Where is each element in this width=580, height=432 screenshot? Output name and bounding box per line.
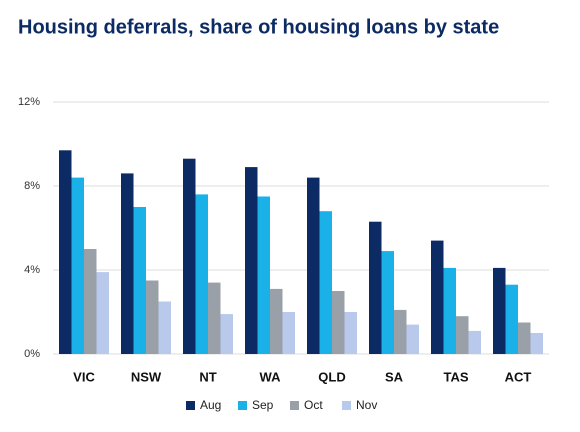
legend-label: Sep [252, 398, 274, 412]
chart-title: Housing deferrals, share of housing loan… [18, 16, 499, 38]
bar [71, 177, 84, 354]
bar [257, 196, 270, 354]
y-tick-label: 12% [18, 96, 40, 108]
bar [183, 158, 196, 354]
bar [394, 309, 407, 354]
x-tick-label: WA [260, 369, 282, 384]
bar [121, 173, 134, 354]
y-tick-label: 0% [24, 348, 40, 360]
bar [493, 267, 506, 354]
bar [332, 291, 345, 354]
x-tick-label: TAS [443, 369, 468, 384]
bar [158, 301, 171, 354]
bar [468, 330, 481, 354]
x-tick-label: NSW [131, 369, 162, 384]
legend-swatch [342, 401, 351, 410]
x-tick-label: QLD [318, 369, 345, 384]
legend-swatch [290, 401, 299, 410]
legend-label: Oct [304, 398, 323, 412]
bar [146, 280, 159, 354]
bar [270, 288, 283, 354]
bar [220, 314, 233, 354]
x-tick-label: NT [199, 369, 216, 384]
bar [319, 211, 332, 354]
bar [133, 207, 146, 354]
bar [456, 316, 469, 354]
x-tick-label: VIC [73, 369, 95, 384]
x-tick-label: SA [385, 369, 404, 384]
bar [208, 282, 221, 354]
bar [530, 333, 543, 354]
legend-label: Nov [356, 398, 377, 412]
legend-swatch [238, 401, 247, 410]
bar [381, 251, 394, 354]
bar [245, 167, 258, 354]
bar [443, 267, 456, 354]
bar [96, 272, 109, 354]
legend-label: Aug [200, 398, 221, 412]
bar [307, 177, 320, 354]
bar [505, 284, 518, 354]
bar [195, 194, 208, 354]
bar [369, 221, 382, 354]
y-tick-label: 4% [24, 264, 40, 276]
bar [518, 322, 531, 354]
x-tick-label: ACT [505, 369, 532, 384]
y-tick-label: 8% [24, 180, 40, 192]
bar [59, 150, 72, 354]
bar [431, 240, 444, 354]
legend-swatch [186, 401, 195, 410]
bar [282, 312, 295, 354]
bar [406, 324, 419, 354]
bar [344, 312, 357, 354]
bar [84, 249, 97, 354]
